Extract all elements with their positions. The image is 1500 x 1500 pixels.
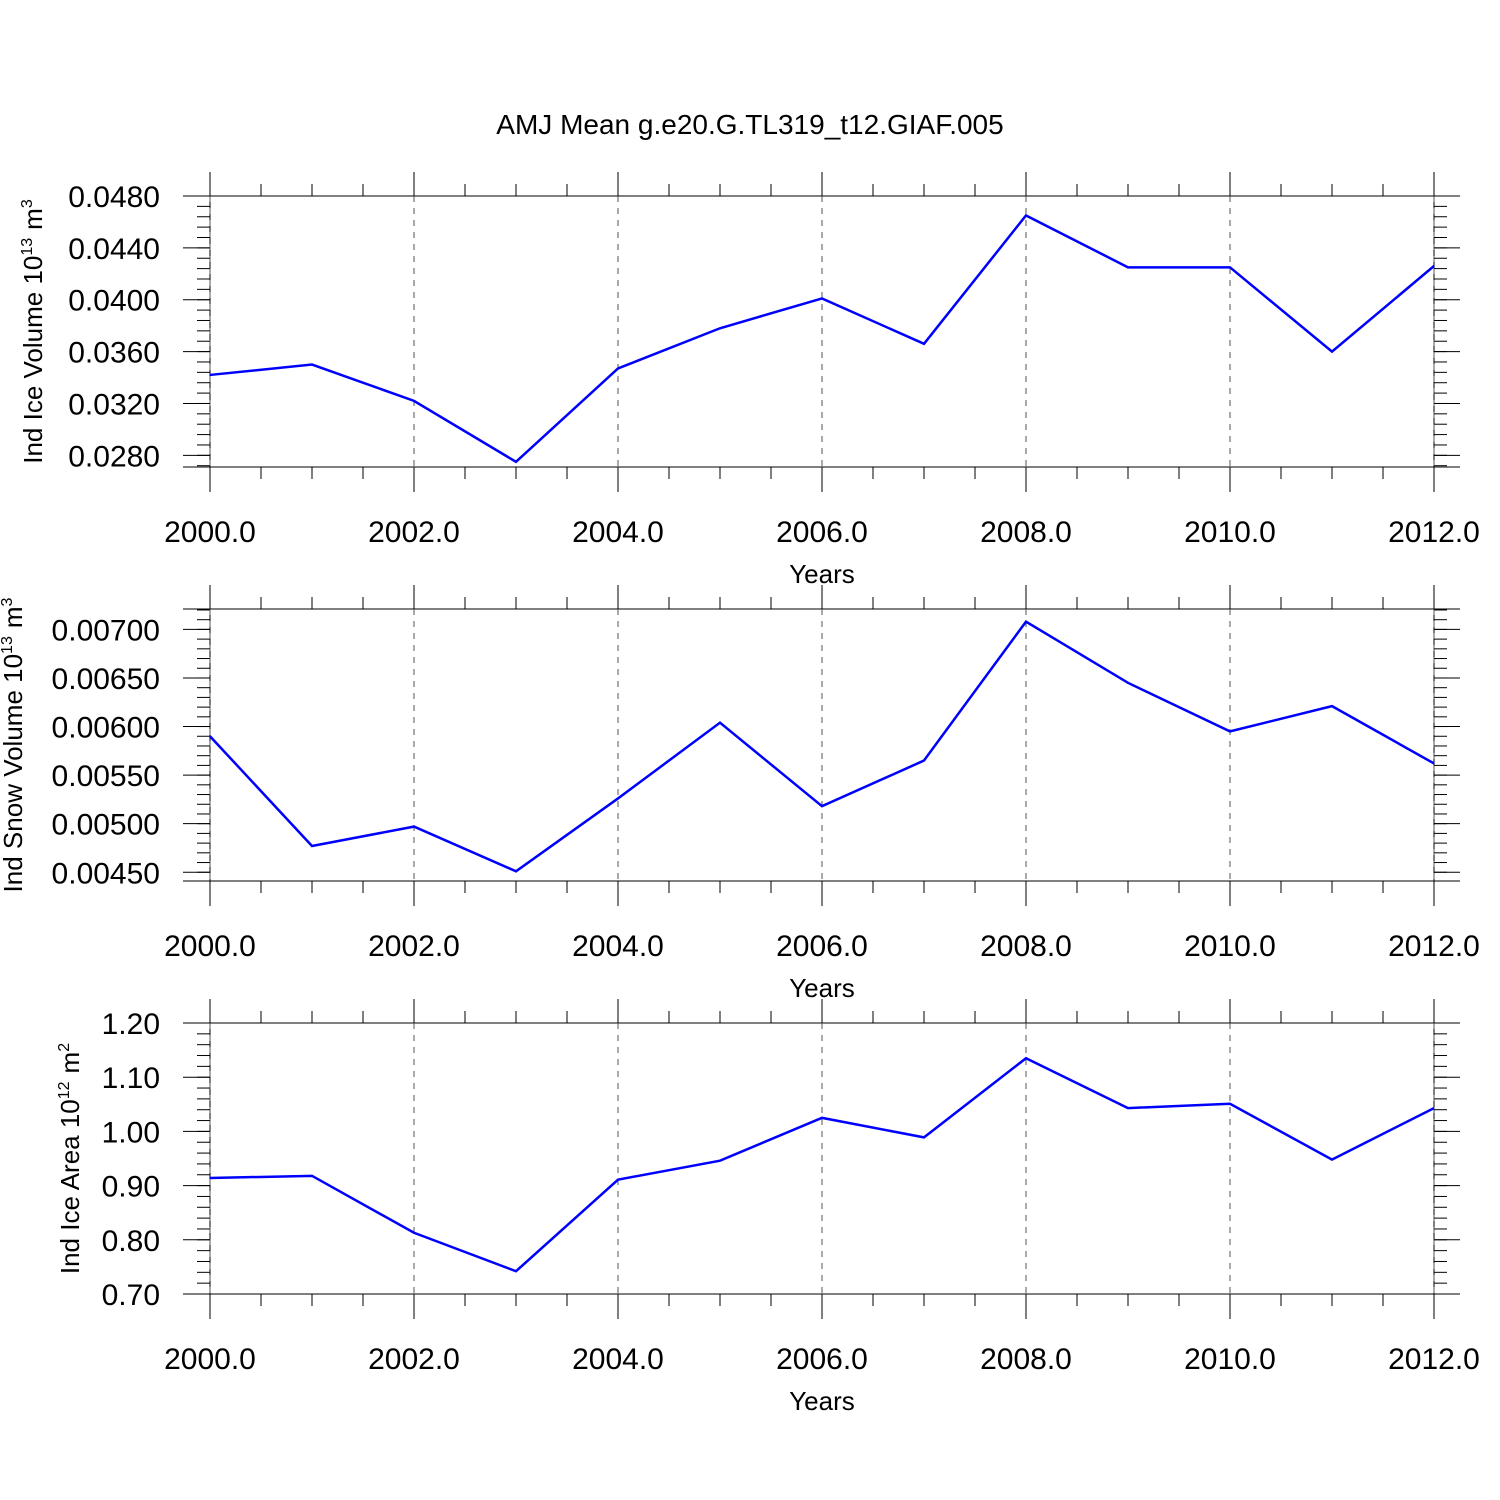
x-tick-label: 2010.0	[1184, 1343, 1276, 1376]
y-axis-title-part: Ind Snow Volume 10	[0, 654, 28, 893]
x-tick-label: 2004.0	[572, 930, 664, 963]
y-axis-title-exponent: 2	[56, 1043, 73, 1052]
y-tick-label: 0.0480	[68, 181, 160, 214]
x-tick-label: 2002.0	[368, 930, 460, 963]
y-axis-title-part: m	[55, 1052, 85, 1074]
y-tick-label: 0.00550	[52, 760, 160, 793]
y-tick-label: 0.00450	[52, 857, 160, 890]
y-axis-title-exponent: 13	[0, 636, 16, 654]
x-tick-label: 2010.0	[1184, 930, 1276, 963]
x-tick-label: 2008.0	[980, 930, 1072, 963]
y-axis-title-part: m	[18, 208, 48, 230]
x-tick-label: 2000.0	[164, 516, 256, 549]
y-axis-title-exponent: 13	[19, 238, 36, 256]
y-tick-label: 0.90	[102, 1171, 160, 1204]
x-tick-label: 2012.0	[1388, 1343, 1480, 1376]
y-axis-title-part: m	[0, 606, 28, 628]
y-axis-title-exponent: 3	[19, 199, 36, 208]
figure-title: AMJ Mean g.e20.G.TL319_t12.GIAF.005	[496, 109, 1003, 140]
x-tick-label: 2002.0	[368, 516, 460, 549]
y-tick-label: 1.10	[102, 1062, 160, 1095]
y-axis-title: Ind Ice Area 1012 m2	[55, 1043, 85, 1274]
x-tick-label: 2006.0	[776, 930, 868, 963]
y-tick-label: 1.20	[102, 1008, 160, 1041]
x-axis-title: Years	[789, 1386, 855, 1416]
x-axis-title: Years	[789, 559, 855, 589]
x-tick-label: 2004.0	[572, 1343, 664, 1376]
y-tick-label: 0.0360	[68, 337, 160, 370]
x-tick-label: 2002.0	[368, 1343, 460, 1376]
y-axis-title-exponent: 3	[0, 597, 16, 606]
y-tick-label: 0.0280	[68, 440, 160, 473]
x-tick-label: 2004.0	[572, 516, 664, 549]
y-tick-label: 0.0400	[68, 285, 160, 318]
y-tick-label: 0.0440	[68, 233, 160, 266]
x-tick-label: 2000.0	[164, 930, 256, 963]
y-tick-label: 0.70	[102, 1279, 160, 1312]
y-tick-label: 0.00600	[52, 712, 160, 745]
x-axis-title: Years	[789, 973, 855, 1003]
y-tick-label: 0.80	[102, 1225, 160, 1258]
x-tick-label: 2006.0	[776, 1343, 868, 1376]
y-axis-title: Ind Ice Volume 1013 m3	[18, 199, 48, 464]
x-tick-label: 2006.0	[776, 516, 868, 549]
y-axis-title-part: Ind Ice Volume 10	[18, 256, 48, 464]
x-tick-label: 2000.0	[164, 1343, 256, 1376]
data-line	[209, 619, 1435, 873]
data-line	[209, 1056, 1435, 1273]
x-tick-label: 2010.0	[1184, 516, 1276, 549]
y-tick-label: 1.00	[102, 1116, 160, 1149]
x-tick-label: 2012.0	[1388, 516, 1480, 549]
data-line	[209, 213, 1435, 464]
y-tick-label: 0.00650	[52, 663, 160, 696]
y-axis-title-exponent: 12	[56, 1081, 73, 1099]
y-axis-title: Ind Snow Volume 1013 m3	[0, 597, 28, 892]
y-tick-label: 0.0320	[68, 388, 160, 421]
x-tick-label: 2008.0	[980, 516, 1072, 549]
y-axis-title-part: Ind Ice Area 10	[55, 1099, 85, 1274]
x-tick-label: 2012.0	[1388, 930, 1480, 963]
y-tick-label: 0.00700	[52, 614, 160, 647]
x-tick-label: 2008.0	[980, 1343, 1072, 1376]
y-tick-label: 0.00500	[52, 809, 160, 842]
